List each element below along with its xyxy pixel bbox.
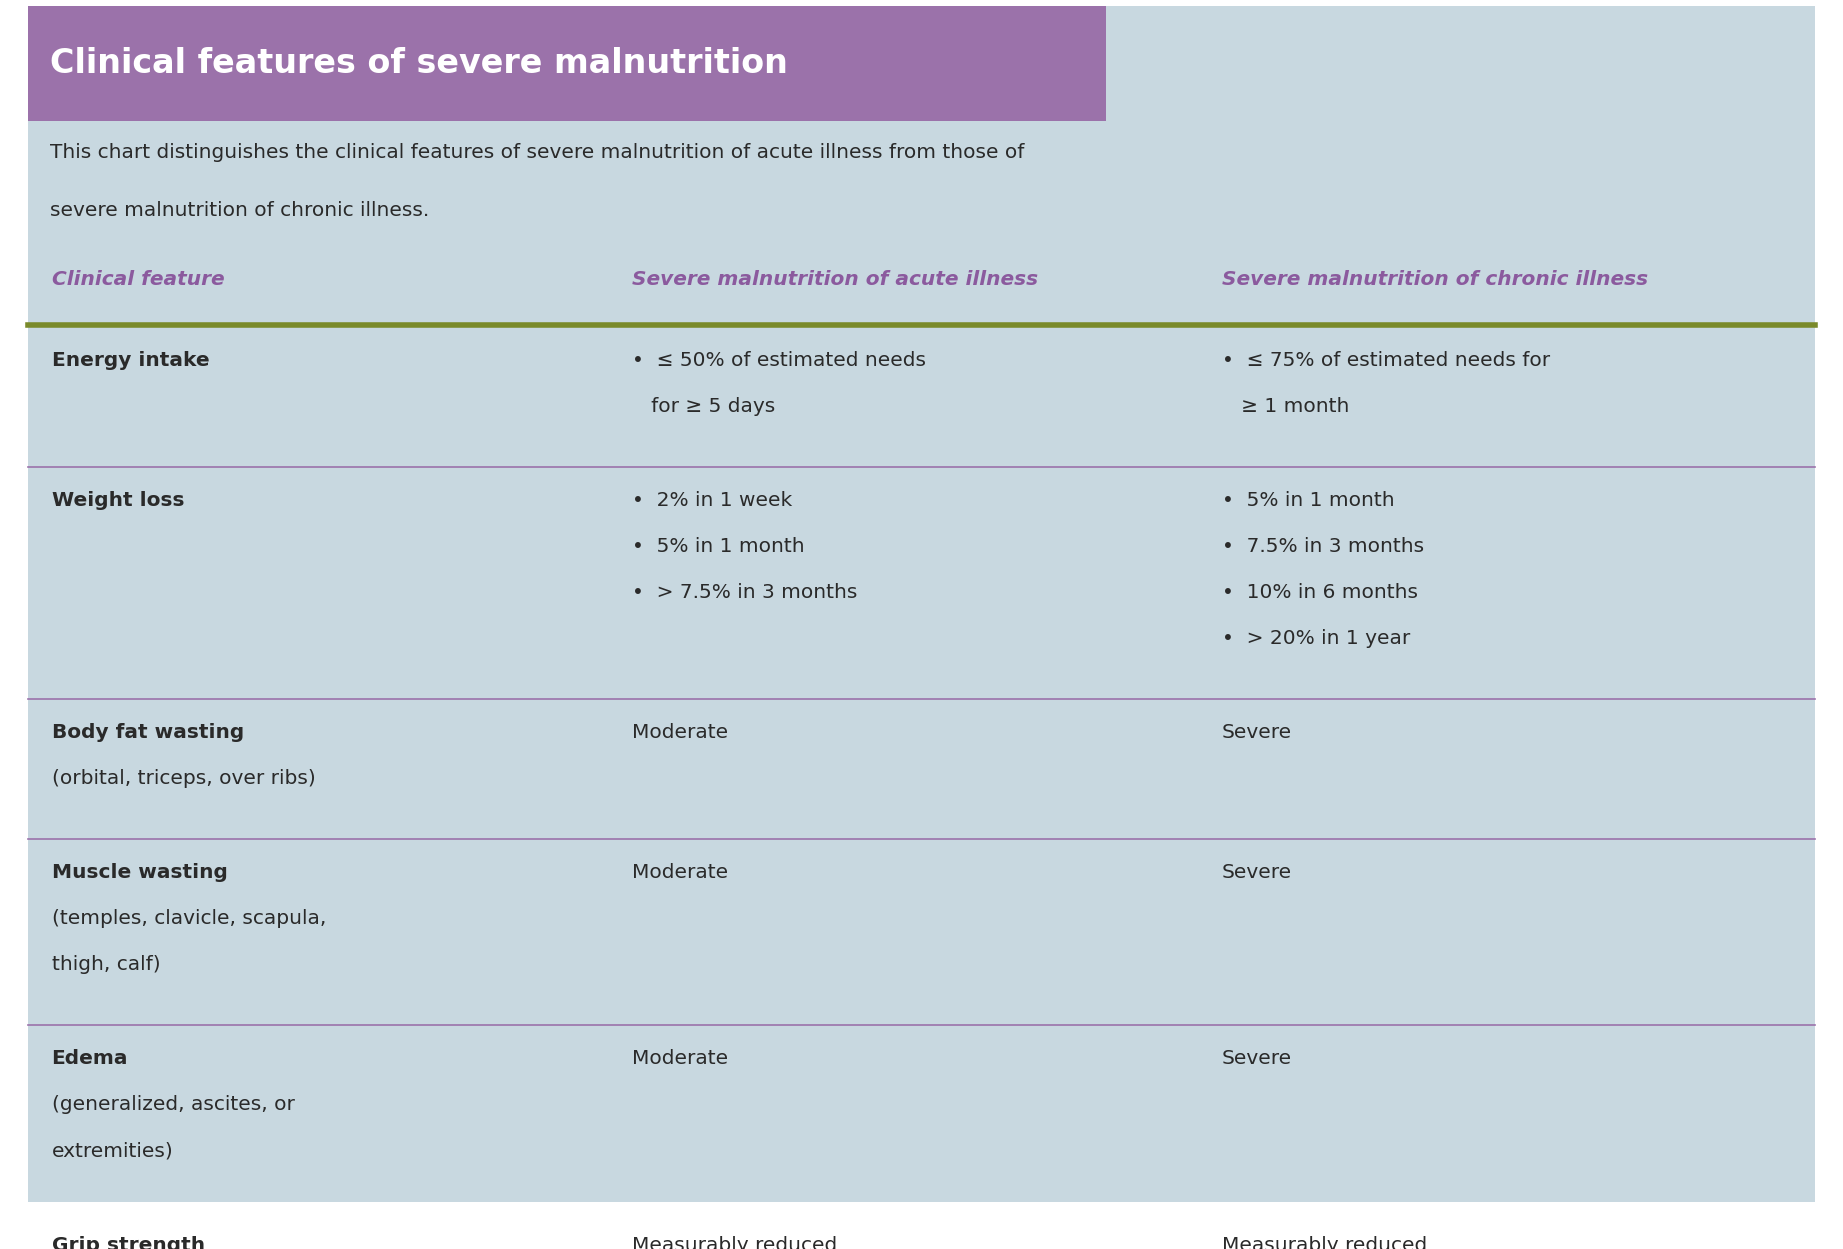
Text: Severe: Severe: [1222, 863, 1292, 883]
Text: Edema: Edema: [52, 1049, 129, 1068]
Text: •  ≤ 75% of estimated needs for: • ≤ 75% of estimated needs for: [1222, 351, 1550, 370]
Text: Weight loss: Weight loss: [52, 491, 184, 511]
Text: •  5% in 1 month: • 5% in 1 month: [1222, 491, 1395, 511]
Text: Clinical features of severe malnutrition: Clinical features of severe malnutrition: [50, 47, 787, 80]
Text: This chart distinguishes the clinical features of severe malnutrition of acute i: This chart distinguishes the clinical fe…: [50, 142, 1025, 161]
Text: (orbital, triceps, over ribs): (orbital, triceps, over ribs): [52, 769, 315, 788]
Text: (temples, clavicle, scapula,: (temples, clavicle, scapula,: [52, 909, 326, 928]
Text: extremities): extremities): [52, 1142, 173, 1160]
Text: Severe: Severe: [1222, 723, 1292, 742]
Text: ≥ 1 month: ≥ 1 month: [1222, 397, 1349, 416]
Text: Energy intake: Energy intake: [52, 351, 210, 370]
Text: Grip strength: Grip strength: [52, 1235, 205, 1249]
Text: •  5% in 1 month: • 5% in 1 month: [632, 537, 805, 556]
Text: Severe malnutrition of acute illness: Severe malnutrition of acute illness: [632, 270, 1038, 290]
Text: Muscle wasting: Muscle wasting: [52, 863, 227, 883]
Text: Clinical feature: Clinical feature: [52, 270, 225, 290]
FancyBboxPatch shape: [28, 6, 1106, 121]
Text: Moderate: Moderate: [632, 863, 728, 883]
Text: •  > 7.5% in 3 months: • > 7.5% in 3 months: [632, 583, 857, 602]
Text: (generalized, ascites, or: (generalized, ascites, or: [52, 1095, 295, 1114]
Text: thigh, calf): thigh, calf): [52, 955, 160, 974]
Text: Body fat wasting: Body fat wasting: [52, 723, 243, 742]
Text: Severe malnutrition of chronic illness: Severe malnutrition of chronic illness: [1222, 270, 1648, 290]
Text: •  10% in 6 months: • 10% in 6 months: [1222, 583, 1417, 602]
Text: for ≥ 5 days: for ≥ 5 days: [632, 397, 776, 416]
Text: •  7.5% in 3 months: • 7.5% in 3 months: [1222, 537, 1425, 556]
Text: Severe: Severe: [1222, 1049, 1292, 1068]
Text: •  > 20% in 1 year: • > 20% in 1 year: [1222, 629, 1410, 648]
FancyBboxPatch shape: [28, 6, 1815, 1203]
Text: Moderate: Moderate: [632, 1049, 728, 1068]
Text: Moderate: Moderate: [632, 723, 728, 742]
Text: •  ≤ 50% of estimated needs: • ≤ 50% of estimated needs: [632, 351, 927, 370]
Text: Measurably reduced: Measurably reduced: [632, 1235, 837, 1249]
Text: severe malnutrition of chronic illness.: severe malnutrition of chronic illness.: [50, 201, 429, 220]
Text: Measurably reduced: Measurably reduced: [1222, 1235, 1426, 1249]
Text: •  2% in 1 week: • 2% in 1 week: [632, 491, 792, 511]
